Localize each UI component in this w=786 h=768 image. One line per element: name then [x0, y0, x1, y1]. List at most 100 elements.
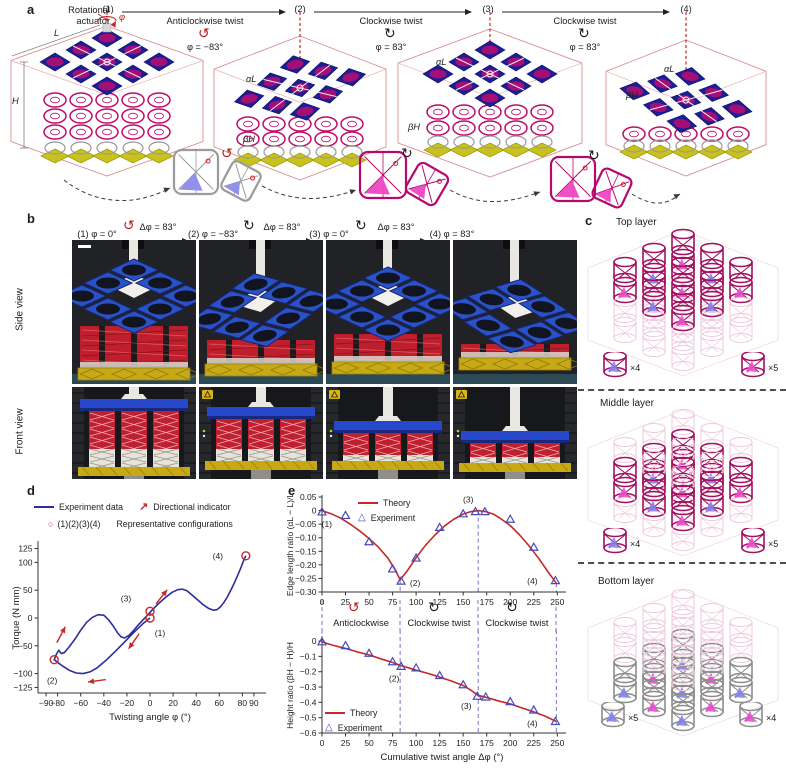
svg-text:−0.05: −0.05: [295, 519, 317, 529]
svg-text:−0.5: −0.5: [300, 713, 317, 723]
svg-text:150: 150: [456, 597, 470, 607]
b-rotate-ccw-icon: ↺: [123, 217, 135, 233]
transition-3-title: Clockwise twist: [553, 16, 617, 26]
phi-symbol: φ: [119, 12, 126, 22]
state-3-label: (3): [482, 4, 494, 14]
direction-arrow-icon: ↗: [139, 501, 149, 513]
svg-text:−60: −60: [74, 698, 89, 708]
svg-text:50: 50: [364, 738, 374, 748]
dim-betaH-2: βH: [243, 134, 256, 144]
svg-text:50: 50: [364, 597, 374, 607]
d-legend-markers-desc: Representative configurations: [116, 519, 233, 529]
e2-theory-label: Theory: [350, 708, 378, 718]
svg-text:250: 250: [550, 738, 564, 748]
photo-side-1: [72, 240, 196, 384]
inset-rotate-cw-icon: ↻: [588, 147, 600, 163]
panel-d-label: d: [27, 483, 35, 498]
front-view-label: Front view: [14, 408, 26, 455]
arrow-2-3: [314, 9, 472, 15]
svg-text:200: 200: [503, 597, 517, 607]
arrow-3-4: [502, 9, 670, 15]
svg-text:−0.25: −0.25: [295, 573, 317, 583]
state-2-label: (2): [294, 4, 306, 14]
panel-c-label: c: [585, 213, 593, 228]
middle-layer-render: [587, 409, 779, 557]
svg-text:Height ratio (βH − H)/H: Height ratio (βH − H)/H: [285, 642, 295, 729]
e2-experiment-label: Experiment: [337, 722, 383, 733]
b-state-2: (2) φ = −83°: [187, 229, 239, 239]
svg-text:225: 225: [527, 597, 541, 607]
photo-front-4: [453, 387, 577, 479]
top-layer-render: [587, 228, 779, 377]
svg-text:(3): (3): [121, 593, 132, 603]
svg-text:−80: −80: [50, 698, 65, 708]
edge-length-ratio-chart: 02550751001251501752002252500.050−0.05−0…: [285, 492, 566, 607]
svg-text:−0.6: −0.6: [300, 728, 317, 738]
band-rotate-cw-icon: ↻: [506, 599, 518, 615]
svg-text:(4): (4): [213, 551, 224, 561]
top-layer-cell-icon-blue: [603, 352, 627, 378]
svg-text:−125: −125: [13, 682, 32, 692]
photo-front-2: [199, 387, 323, 479]
dim-alphaL-2: αL: [246, 74, 257, 84]
e1-experiment-label: Experiment: [370, 512, 416, 523]
theory-line-swatch: [325, 712, 345, 714]
e1-legend-theory: Theory: [358, 498, 410, 508]
d-legend-markers: (1)(2)(3)(4): [57, 519, 101, 529]
svg-text:(4): (4): [527, 719, 538, 729]
svg-text:−0.2: −0.2: [300, 667, 317, 677]
svg-text:125: 125: [18, 544, 32, 554]
experiment-line-swatch: [34, 505, 54, 508]
panel-a-illustration: [10, 12, 767, 209]
twist-phase-band: [321, 600, 557, 634]
inset-rotate-cw-icon: ↻: [401, 145, 413, 161]
svg-text:60: 60: [215, 698, 225, 708]
b-state-4: (4) φ = 83°: [429, 229, 475, 239]
svg-text:−0.15: −0.15: [295, 546, 317, 556]
transition-2-angle: φ = 83°: [375, 42, 407, 52]
d-legend-experiment: Experiment data: [59, 501, 124, 512]
svg-text:(1): (1): [322, 519, 333, 529]
svg-text:−0.30: −0.30: [295, 587, 317, 597]
svg-text:Twisting angle φ (°): Twisting angle φ (°): [109, 712, 191, 723]
height-ratio-chart: 0 25 50 75 100 125 150 175 200 225 250 0 −0.1 −0.2 −0.…: [285, 630, 566, 763]
svg-text:125: 125: [433, 597, 447, 607]
svg-text:(3): (3): [461, 701, 472, 711]
svg-text:Edge length ratio (αL − L)/L: Edge length ratio (αL − L)/L: [285, 493, 295, 596]
svg-text:−0.3: −0.3: [300, 682, 317, 692]
rotate-cw-icon: ↻: [384, 25, 396, 41]
e2-legend-theory: Theory: [325, 708, 377, 718]
svg-text:0: 0: [148, 698, 153, 708]
bottom-layer-cell-icon-magenta: [739, 702, 763, 728]
svg-text:0.05: 0.05: [300, 492, 317, 502]
arrow-1-2: [122, 9, 286, 15]
b-rotate-cw-icon: ↻: [243, 217, 255, 233]
bottom-layer-title: Bottom layer: [598, 576, 655, 587]
svg-text:125: 125: [433, 738, 447, 748]
transition-1-angle: φ = −83°: [186, 42, 224, 52]
svg-text:−0.1: −0.1: [300, 651, 317, 661]
band-label-clockwise-1: Clockwise twist: [407, 618, 471, 628]
svg-text:25: 25: [341, 738, 351, 748]
svg-text:−20: −20: [120, 698, 135, 708]
middle-layer-count-right: ×5: [768, 539, 779, 549]
svg-text:90: 90: [249, 698, 259, 708]
photo-front-1: [72, 387, 196, 479]
rotate-ccw-icon: ↺: [198, 25, 210, 41]
top-layer-cell-icon-magenta: [741, 352, 765, 378]
svg-text:175: 175: [480, 738, 494, 748]
b-delta-2: Δφ = 83°: [263, 222, 301, 232]
d-legend-row-1: Experiment data ↗ Directional indicator: [34, 500, 231, 513]
b-state-3: (3) φ = 0°: [309, 229, 349, 239]
e1-theory-label: Theory: [383, 498, 411, 508]
dim-alphaL-3: αL: [436, 57, 447, 67]
dim-betaH-3: βH: [408, 122, 421, 132]
d-legend-indicator: Directional indicator: [153, 501, 231, 512]
svg-text:200: 200: [503, 738, 517, 748]
svg-text:0: 0: [312, 636, 317, 646]
actuator-label: Rotational actuator: [68, 5, 110, 26]
panel-a-label: a: [27, 2, 35, 17]
b-delta-3: Δφ = 83°: [377, 222, 415, 232]
torque-chart: −90−80 −60 −40 −20 0 20 40 60 80 90 125 100 50 0 −50 −1…: [11, 541, 266, 723]
inset-rotate-ccw-icon: ↺: [221, 145, 233, 161]
